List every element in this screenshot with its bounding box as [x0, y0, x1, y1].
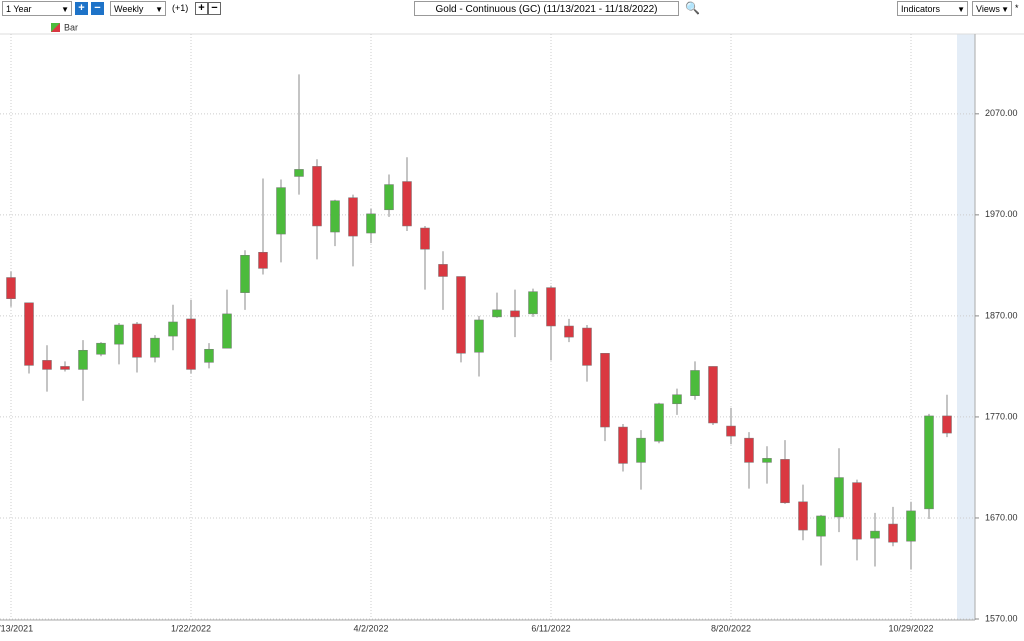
candle-body [348, 197, 358, 237]
candle-body [186, 318, 196, 370]
x-tick-label: 11/13/2021 [0, 623, 33, 633]
candle-body [294, 169, 304, 177]
candle-body [708, 366, 718, 424]
candle-body [564, 325, 574, 338]
candle-body [618, 426, 628, 464]
candle-body [528, 291, 538, 315]
candle-body [834, 477, 844, 518]
candle-body [492, 309, 502, 318]
legend-icon-half [51, 23, 60, 32]
interval-select[interactable]: Weekly [110, 1, 166, 17]
candle-body [870, 530, 880, 539]
candle-body [168, 321, 178, 337]
x-tick-label: 6/11/2022 [531, 623, 570, 633]
candle-body [258, 251, 268, 269]
candle-body [726, 425, 736, 437]
candle-body [204, 348, 214, 363]
candle-body [42, 360, 52, 370]
candle-body [402, 181, 412, 227]
candle-body [78, 349, 88, 370]
legend-label: Bar [64, 22, 78, 32]
candle-body [438, 264, 448, 277]
views-select[interactable]: Views [972, 1, 1012, 17]
candle-body [672, 394, 682, 405]
candle-body [690, 370, 700, 396]
y-tick-label: 1770.00 [985, 411, 1018, 421]
candle-body [60, 366, 70, 370]
candle-body [114, 324, 124, 345]
offset-plus[interactable]: + [195, 2, 208, 15]
candle-body [330, 200, 340, 233]
candle-body [780, 459, 790, 504]
candle-body [636, 437, 646, 463]
zoom-out[interactable]: − [91, 2, 104, 15]
candle-body [240, 255, 250, 293]
candle-body [654, 403, 664, 442]
y-tick-label: 1570.00 [985, 613, 1018, 623]
candle-body [222, 313, 232, 349]
x-tick-label: 10/29/2022 [888, 623, 933, 633]
candle-body [762, 458, 772, 463]
candle-body [150, 337, 160, 358]
x-tick-label: 8/20/2022 [711, 623, 751, 633]
candle-body [906, 510, 916, 542]
offset-minus[interactable]: − [208, 2, 221, 15]
zoom-in[interactable]: + [75, 2, 88, 15]
candle-body [312, 166, 322, 227]
candle-body [276, 187, 286, 235]
candle-body [852, 482, 862, 540]
candle-body [942, 415, 952, 434]
symbol-box[interactable]: Gold - Continuous (GC) (11/13/2021 - 11/… [414, 1, 679, 16]
candle-body [510, 310, 520, 318]
candle-body [384, 184, 394, 211]
candle-body [888, 523, 898, 543]
candle-body [6, 277, 16, 299]
x-tick-label: 1/22/2022 [171, 623, 211, 633]
candle-body [816, 515, 826, 537]
candle-body [474, 319, 484, 353]
offset: (+1) [172, 3, 189, 13]
candle-body [582, 327, 592, 366]
search-icon[interactable]: 🔍 [685, 1, 700, 15]
legend-icon [51, 23, 60, 32]
candle-body [420, 227, 430, 250]
indicators-select[interactable]: Indicators [897, 1, 968, 17]
candle-body [456, 276, 466, 354]
future-area [957, 34, 975, 620]
y-tick-label: 1870.00 [985, 310, 1018, 320]
candle-body [744, 437, 754, 463]
candle-body [924, 415, 934, 510]
period-select[interactable]: 1 Year [2, 1, 72, 17]
candle-body [546, 287, 556, 327]
x-tick-label: 4/2/2022 [353, 623, 388, 633]
candle-body [96, 342, 106, 355]
y-tick-label: 2070.00 [985, 108, 1018, 118]
marker: * [1015, 3, 1019, 13]
candle-body [600, 353, 610, 428]
y-tick-label: 1670.00 [985, 512, 1018, 522]
candle-body [132, 323, 142, 358]
candle-body [24, 302, 34, 366]
y-tick-label: 1970.00 [985, 209, 1018, 219]
candle-body [798, 501, 808, 531]
candle-body [366, 213, 376, 234]
